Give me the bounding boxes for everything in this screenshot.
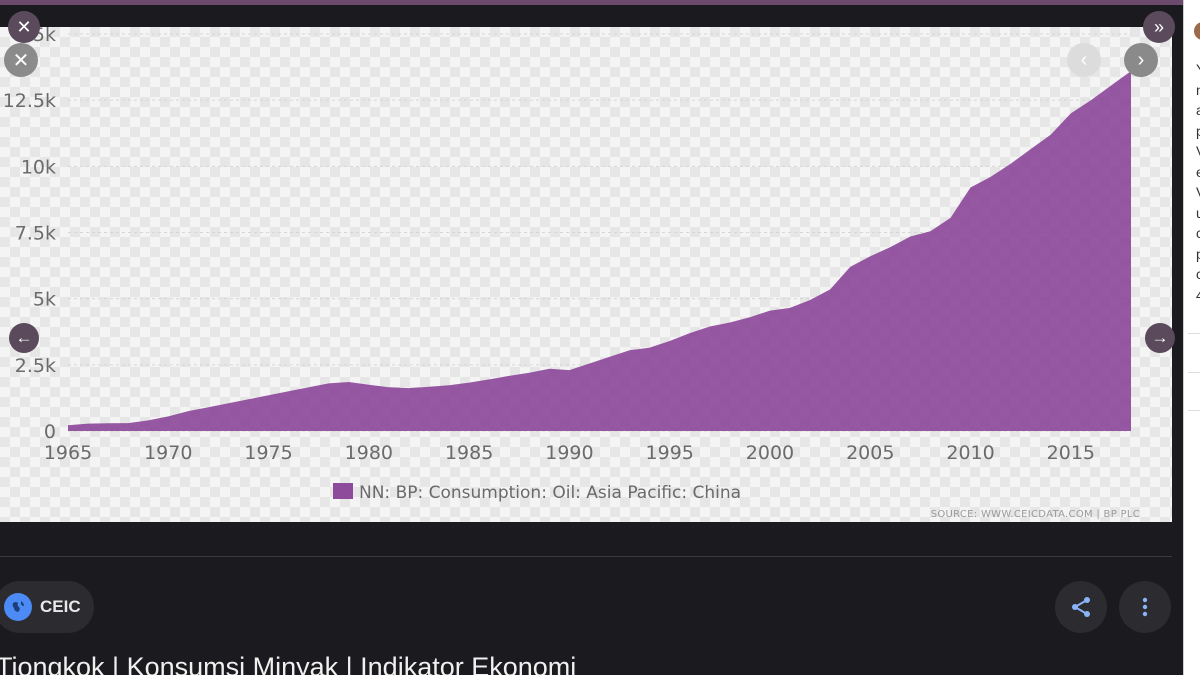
side-panel-line: Y [1196, 62, 1200, 76]
x-tick-label: 2000 [746, 442, 794, 464]
image-title-link[interactable]: Tiongkok | Konsumsi Minyak | Indikator E… [0, 652, 577, 675]
divider [0, 556, 1172, 557]
side-panel-line: c [1196, 226, 1200, 240]
x-tick-label: 2010 [946, 442, 994, 464]
chart-image[interactable]: 0 2.5k 5k 7.5k 10k 12.5k 15k 1965 1970 1975 1980 1… [0, 27, 1172, 522]
x-axis-ticks: 1965 1970 1975 1980 1985 1990 1995 2000 2005 2010… [44, 442, 1095, 464]
x-tick-label: 1965 [44, 442, 92, 464]
side-panel-line: V [1196, 185, 1200, 199]
share-icon [1072, 597, 1090, 617]
x-tick-label: 2005 [846, 442, 894, 464]
side-panel-line: e [1196, 165, 1200, 179]
chart-legend: NN: BP: Consumption: Oil: Asia Pacific: … [333, 483, 741, 503]
chart-source: SOURCE: WWW.CEICDATA.COM | BP PLC [931, 509, 1140, 520]
source-chip[interactable]: CEIC [0, 581, 94, 633]
arrow-left-icon: ← [15, 328, 33, 347]
y-tick-label: 5k [33, 289, 56, 311]
avatar [1194, 22, 1200, 40]
y-tick-label: 2.5k [15, 355, 56, 377]
y-tick-label: 12.5k [3, 90, 56, 112]
image-close-button[interactable]: ✕ [4, 43, 38, 77]
x-tick-label: 1990 [545, 442, 593, 464]
x-tick-label: 2015 [1047, 442, 1095, 464]
side-panel-line: u [1196, 206, 1200, 220]
x-tick-label: 1995 [646, 442, 694, 464]
close-icon: ✕ [16, 16, 32, 37]
share-button[interactable] [1055, 581, 1107, 633]
y-tick-label: 0 [44, 421, 56, 443]
more-options-button[interactable] [1119, 581, 1171, 633]
side-panel-line: p [1196, 124, 1200, 138]
image-prev-button[interactable]: ‹ [1067, 43, 1101, 77]
y-tick-label: 7.5k [15, 223, 56, 245]
arrow-right-icon: → [1151, 328, 1169, 347]
x-tick-label: 1980 [345, 442, 393, 464]
more-vertical-icon [1142, 597, 1148, 617]
side-panel-line: 4 [1196, 288, 1200, 302]
image-next-button[interactable]: › [1124, 43, 1158, 77]
right-side-panel: YnapVeVucpc4 [1183, 0, 1200, 675]
divider [1188, 333, 1200, 334]
chevron-right-icon: › [1137, 48, 1145, 71]
x-tick-label: 1970 [144, 442, 192, 464]
chevron-left-icon: ‹ [1080, 48, 1088, 71]
side-panel-line: a [1196, 103, 1200, 117]
next-result-button[interactable]: → [1145, 323, 1175, 353]
divider [1188, 372, 1200, 373]
side-panel-line: p [1196, 247, 1200, 261]
divider [1188, 410, 1200, 411]
double-chevron-right-icon: » [1153, 16, 1164, 37]
close-button[interactable]: ✕ [8, 11, 40, 43]
side-panel-line: c [1196, 267, 1200, 281]
close-icon: ✕ [12, 49, 30, 72]
side-panel-line: V [1196, 144, 1200, 158]
source-name: CEIC [40, 597, 81, 616]
viewer-top-border [0, 0, 1183, 5]
side-panel-line: n [1196, 83, 1200, 97]
chart-area-series [68, 71, 1131, 431]
previous-result-button[interactable]: ← [9, 323, 39, 353]
collapse-panel-button[interactable]: » [1143, 11, 1175, 43]
x-tick-label: 1985 [445, 442, 493, 464]
legend-label: NN: BP: Consumption: Oil: Asia Pacific: … [359, 483, 741, 503]
globe-icon [4, 593, 32, 621]
legend-swatch [333, 483, 353, 499]
y-tick-label: 10k [21, 156, 56, 178]
x-tick-label: 1975 [244, 442, 292, 464]
